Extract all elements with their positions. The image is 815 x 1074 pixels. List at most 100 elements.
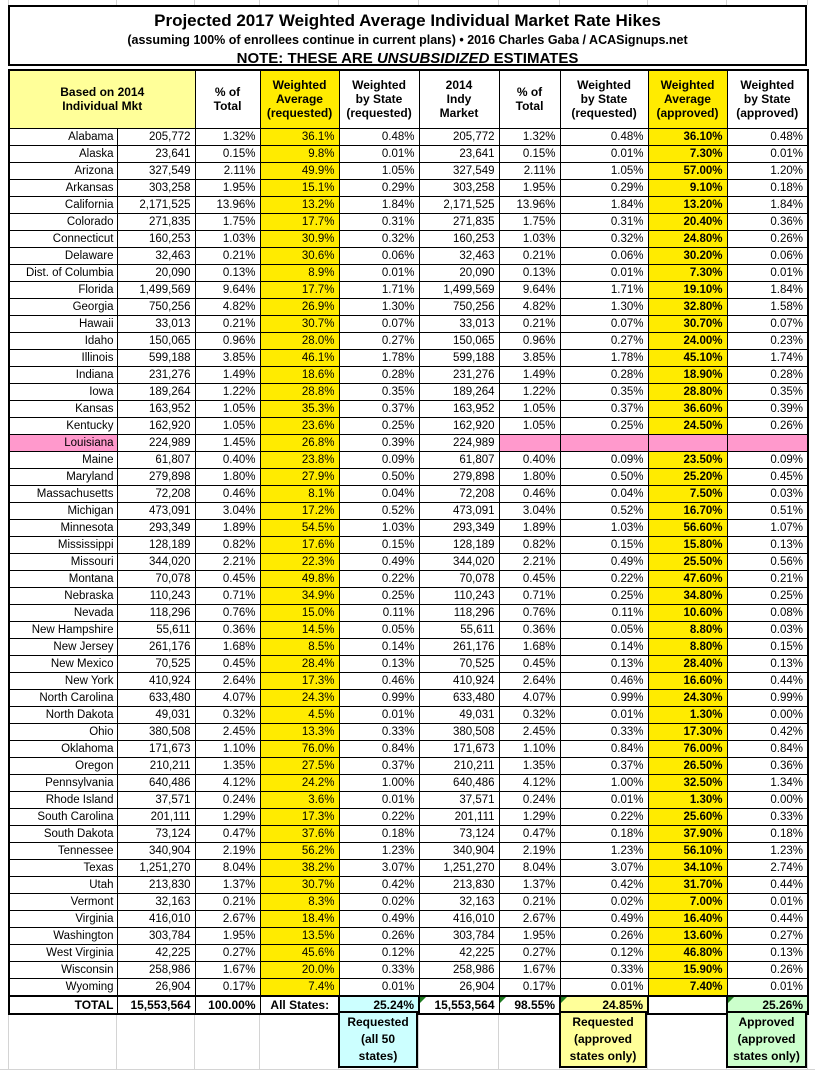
value-cell: 0.22%: [559, 569, 649, 588]
state-row: Oregon 210,211 1.35% 27.5% 0.37% 210,211 1.35%…: [8, 756, 809, 775]
value-cell: 0.09%: [726, 450, 809, 469]
value-cell: 25.50%: [647, 552, 728, 571]
value-cell: 0.21%: [726, 569, 809, 588]
state-name-cell: Oklahoma: [8, 739, 118, 758]
state-row: Alabama 205,772 1.32% 36.1% 0.48% 205,772 1.32…: [8, 127, 809, 146]
value-cell: 0.27%: [559, 331, 649, 350]
value-cell: 0.05%: [338, 620, 420, 639]
value-cell: 15.0%: [259, 603, 340, 622]
state-row: Florida 1,499,569 9.64% 17.7% 1.71% 1,499,569…: [8, 280, 809, 299]
value-cell: 0.29%: [338, 178, 420, 197]
state-row: New Mexico 70,525 0.45% 28.4% 0.13% 70,525 0.4…: [8, 654, 809, 673]
value-cell: 0.26%: [726, 229, 809, 248]
value-cell: 0.13%: [194, 263, 261, 282]
value-cell: 13.96%: [498, 195, 561, 214]
value-cell: 1.03%: [194, 229, 261, 248]
value-cell: 261,176: [418, 637, 500, 656]
value-cell: 2.11%: [498, 161, 561, 180]
state-name-cell: Dist. of Columbia: [8, 263, 118, 282]
value-cell: 23.50%: [647, 450, 728, 469]
value-cell: 224,989: [418, 433, 500, 452]
title-box: Projected 2017 Weighted Average Individu…: [8, 5, 807, 67]
value-cell: 0.15%: [338, 535, 420, 554]
value-cell: 0.01%: [338, 790, 420, 809]
value-cell: 0.45%: [498, 654, 561, 673]
state-name-cell: Illinois: [8, 348, 118, 367]
state-name-cell: Wyoming: [8, 977, 118, 996]
value-cell: 1.30%: [338, 297, 420, 316]
value-cell: 46.80%: [647, 943, 728, 962]
value-cell: 0.03%: [726, 620, 809, 639]
note-suffix: ESTIMATES: [489, 50, 579, 67]
value-cell: 1.37%: [194, 875, 261, 894]
value-cell: 0.44%: [726, 875, 809, 894]
state-row: Arizona 327,549 2.11% 49.9% 1.05% 327,549 2.11…: [8, 161, 809, 180]
value-cell: 1.22%: [194, 382, 261, 401]
value-cell: 0.36%: [726, 756, 809, 775]
value-cell: 23,641: [116, 144, 196, 163]
value-cell: 1,251,270: [116, 858, 196, 877]
state-row: Maryland 279,898 1.80% 27.9% 0.50% 279,898 1.8…: [8, 467, 809, 486]
value-cell: 0.45%: [194, 569, 261, 588]
value-cell: 27.5%: [259, 756, 340, 775]
value-cell: 70,525: [116, 654, 196, 673]
value-cell: 49,031: [116, 705, 196, 724]
state-name-cell: North Carolina: [8, 688, 118, 707]
value-cell: 4.5%: [259, 705, 340, 724]
value-cell: 26,904: [418, 977, 500, 996]
state-name-cell: North Dakota: [8, 705, 118, 724]
value-cell: 0.32%: [498, 705, 561, 724]
value-cell: 0.01%: [338, 705, 420, 724]
value-cell: 1.05%: [498, 399, 561, 418]
value-cell: 49.9%: [259, 161, 340, 180]
value-cell: 0.18%: [726, 178, 809, 197]
value-cell: 0.07%: [338, 314, 420, 333]
value-cell: 0.71%: [498, 586, 561, 605]
state-name-cell: Virginia: [8, 909, 118, 928]
value-cell: 189,264: [116, 382, 196, 401]
value-cell: 0.45%: [194, 654, 261, 673]
state-row: Hawaii 33,013 0.21% 30.7% 0.07% 33,013 0.21% 0.…: [8, 314, 809, 333]
state-row: Maine 61,807 0.40% 23.8% 0.09% 61,807 0.40% 0.0…: [8, 450, 809, 469]
value-cell: 70,078: [116, 569, 196, 588]
value-cell: 0.49%: [338, 552, 420, 571]
value-cell: 73,124: [418, 824, 500, 843]
value-cell: 7.30%: [647, 144, 728, 163]
state-row: North Carolina 633,480 4.07% 24.3% 0.99% 633,…: [8, 688, 809, 707]
value-cell: 38.2%: [259, 858, 340, 877]
value-cell: 20.0%: [259, 960, 340, 979]
value-cell: 0.25%: [338, 586, 420, 605]
value-cell: 8.5%: [259, 637, 340, 656]
value-cell: 0.46%: [338, 671, 420, 690]
value-cell: 1.74%: [726, 348, 809, 367]
value-cell: 0.48%: [726, 127, 809, 146]
value-cell: 2.19%: [194, 841, 261, 860]
value-cell: 0.35%: [726, 382, 809, 401]
value-cell: 0.06%: [726, 246, 809, 265]
state-row: Kentucky 162,920 1.05% 23.6% 0.25% 162,920 1.0…: [8, 416, 809, 435]
value-cell: 0.36%: [498, 620, 561, 639]
value-cell: 0.01%: [559, 263, 649, 282]
col-header-weighted-average-requested: Weighted Average (requested): [259, 69, 340, 129]
value-cell: 599,188: [116, 348, 196, 367]
value-cell: 2.67%: [498, 909, 561, 928]
value-cell: 0.52%: [559, 501, 649, 520]
value-cell: 54.5%: [259, 518, 340, 537]
state-name-cell: New Jersey: [8, 637, 118, 656]
value-cell: 0.06%: [338, 246, 420, 265]
state-row: Vermont 32,163 0.21% 8.3% 0.02% 32,163 0.21% 0.…: [8, 892, 809, 911]
value-cell: 0.25%: [338, 416, 420, 435]
value-cell: 32,463: [418, 246, 500, 265]
state-name-cell: Utah: [8, 875, 118, 894]
state-name-cell: Pennsylvania: [8, 773, 118, 792]
value-cell: 0.25%: [559, 586, 649, 605]
value-cell: 28.8%: [259, 382, 340, 401]
value-cell: 8.3%: [259, 892, 340, 911]
value-cell: 0.48%: [559, 127, 649, 146]
value-cell: 1.05%: [194, 416, 261, 435]
value-cell: 1.80%: [498, 467, 561, 486]
state-name-cell: Kentucky: [8, 416, 118, 435]
value-cell: 0.32%: [194, 705, 261, 724]
value-cell: 0.37%: [559, 756, 649, 775]
value-cell: 0.02%: [559, 892, 649, 911]
